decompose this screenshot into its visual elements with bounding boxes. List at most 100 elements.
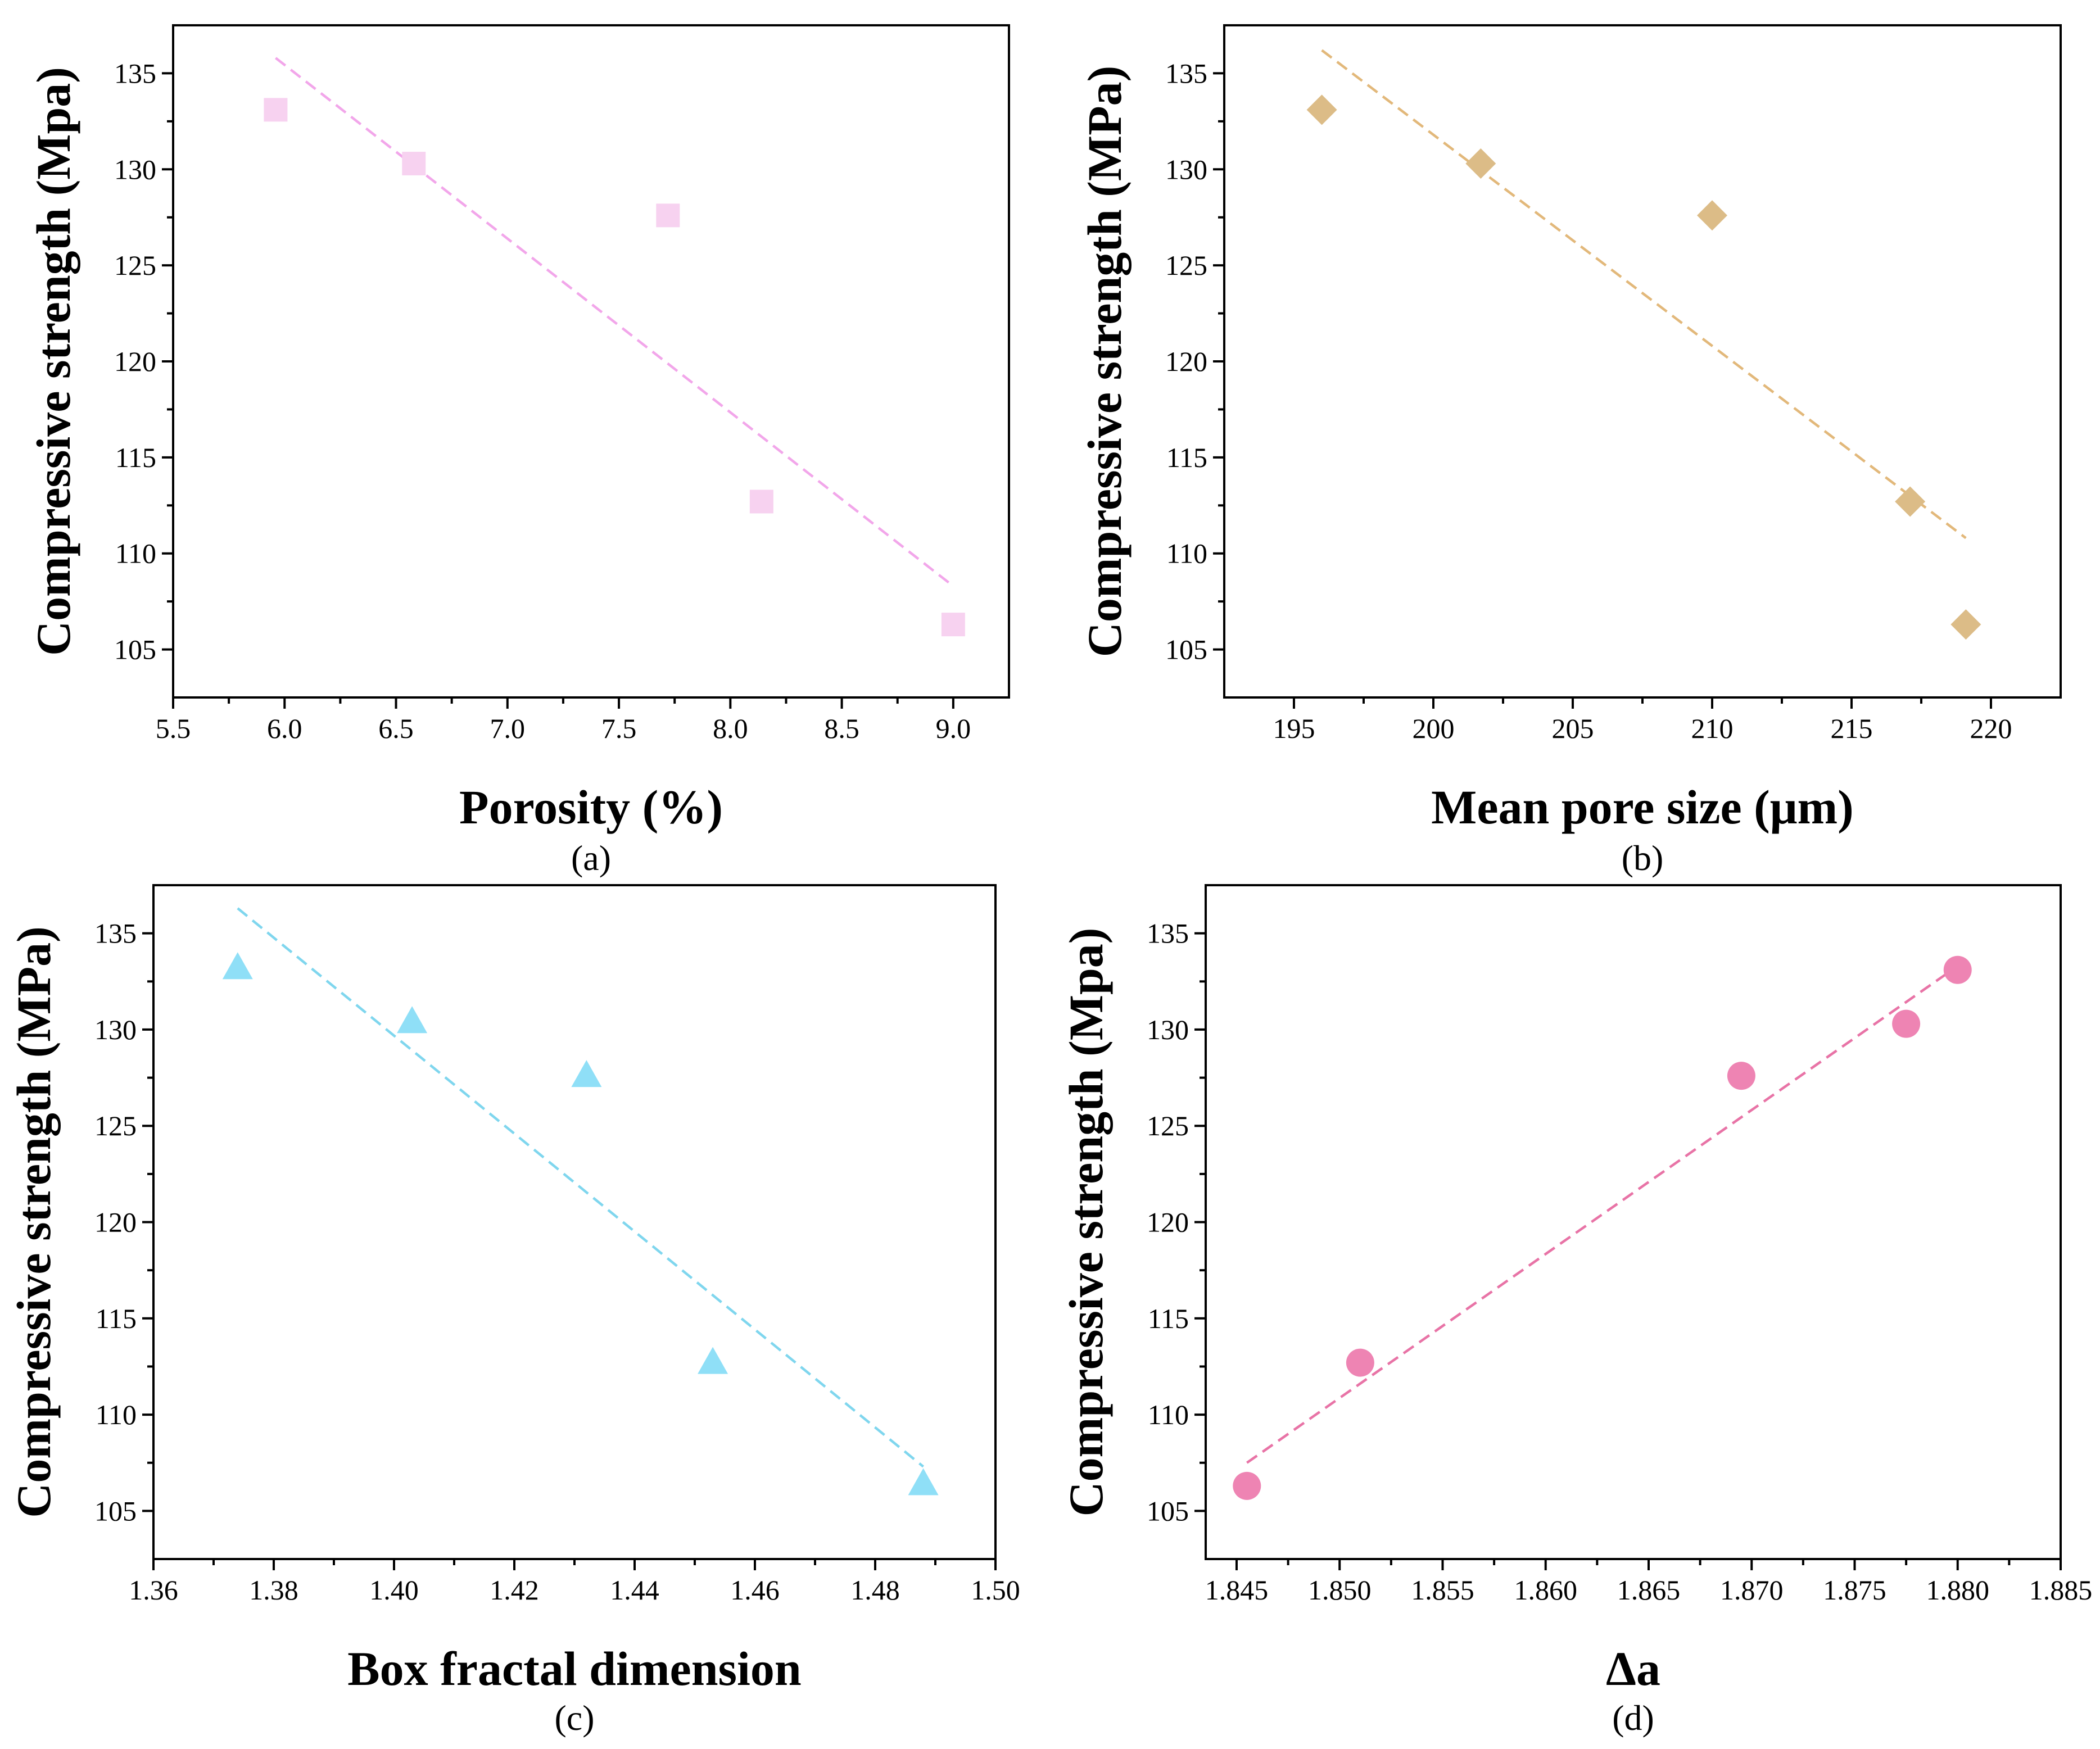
data-point <box>397 1006 428 1034</box>
x-tick-label: 215 <box>1831 713 1873 744</box>
panel-label: (b) <box>1622 838 1664 878</box>
x-tick-label: 1.880 <box>1926 1574 1989 1606</box>
fit-line <box>1321 49 1967 540</box>
y-axis-title: Compressive strength (Mpa) <box>26 67 80 656</box>
x-tick-label: 6.5 <box>378 713 414 744</box>
y-tick-label: 130 <box>94 1014 137 1045</box>
x-tick-label: 6.0 <box>267 713 302 744</box>
data-point <box>571 1060 602 1088</box>
x-tick-label: 7.5 <box>601 713 637 744</box>
x-tick-label: 1.50 <box>971 1574 1020 1606</box>
y-tick-label: 135 <box>114 57 156 89</box>
x-tick-label: 1.48 <box>850 1574 900 1606</box>
x-tick-label: 1.44 <box>610 1574 659 1606</box>
x-axis-title: Box fractal dimension <box>347 1642 801 1696</box>
y-axis-title: Compressive strength (MPa) <box>7 926 61 1518</box>
y-axis-title: Compressive strength (Mpa) <box>1059 928 1113 1517</box>
data-point <box>1465 148 1496 179</box>
y-tick-label: 135 <box>1165 57 1207 89</box>
fit-line <box>237 907 925 1468</box>
fit-line <box>275 57 954 587</box>
plot-frame <box>152 884 997 1560</box>
y-tick-label: 105 <box>94 1495 137 1526</box>
y-tick-label: 110 <box>115 538 156 569</box>
y-tick-label: 110 <box>96 1399 137 1430</box>
x-tick-label: 1.46 <box>730 1574 780 1606</box>
x-tick-label: 205 <box>1552 713 1594 744</box>
x-tick-label: 5.5 <box>156 713 191 744</box>
y-axis-title: Compressive strength (MPa) <box>1078 66 1132 658</box>
data-point <box>1697 200 1727 231</box>
x-tick-label: 220 <box>1970 713 2012 744</box>
x-axis-title: Δa <box>1606 1642 1660 1696</box>
y-tick-label: 125 <box>1165 250 1207 281</box>
data-point <box>1892 1009 1921 1038</box>
x-axis-title: Porosity (%) <box>459 780 723 834</box>
chart-panel-3: 1.36 1.38 1.40 1.42 1.44 1.46 1.48 1.50 105 110 11… <box>7 884 1020 1738</box>
y-tick-label: 125 <box>114 250 156 281</box>
data-point <box>941 613 965 637</box>
y-tick-label: 120 <box>94 1207 137 1238</box>
data-point <box>1727 1062 1755 1090</box>
data-point <box>1943 955 1972 984</box>
x-tick-label: 1.40 <box>369 1574 419 1606</box>
x-tick-label: 1.875 <box>1823 1574 1886 1606</box>
y-tick-label: 115 <box>115 442 156 473</box>
x-tick-label: 1.855 <box>1411 1574 1474 1606</box>
x-tick-label: 200 <box>1413 713 1455 744</box>
x-tick-label: 8.0 <box>713 713 748 744</box>
y-tick-label: 120 <box>1147 1207 1189 1238</box>
y-tick-label: 130 <box>1165 153 1207 185</box>
data-point <box>1306 94 1337 125</box>
data-point <box>908 1468 939 1496</box>
x-tick-label: 8.5 <box>824 713 859 744</box>
y-tick-label: 115 <box>96 1303 137 1334</box>
panel-label: (c) <box>554 1698 594 1738</box>
plot-frame <box>1223 24 2062 699</box>
x-tick-label: 1.36 <box>129 1574 178 1606</box>
plot-frame <box>172 24 1010 699</box>
data-point <box>1950 609 1981 640</box>
y-tick-label: 120 <box>114 346 156 377</box>
plot-frame <box>1205 884 2062 1560</box>
data-point <box>656 203 680 228</box>
y-tick-label: 110 <box>1148 1399 1189 1430</box>
y-tick-label: 135 <box>94 918 137 949</box>
data-point <box>1895 486 1926 517</box>
data-point <box>698 1347 728 1374</box>
y-tick-label: 120 <box>1165 346 1207 377</box>
x-tick-label: 1.870 <box>1720 1574 1784 1606</box>
y-tick-label: 125 <box>1147 1110 1189 1141</box>
x-tick-label: 9.0 <box>936 713 971 744</box>
x-tick-label: 1.38 <box>249 1574 298 1606</box>
y-tick-label: 115 <box>1148 1303 1189 1334</box>
chart-panel-1: 5.5 6.0 6.5 7.0 7.5 8.0 8.5 9.0 105 110 115 120 125 1… <box>26 24 1010 878</box>
data-point <box>1346 1348 1374 1377</box>
y-tick-label: 105 <box>114 634 156 665</box>
x-tick-label: 210 <box>1691 713 1734 744</box>
x-tick-label: 1.845 <box>1205 1574 1269 1606</box>
x-tick-label: 1.865 <box>1617 1574 1681 1606</box>
x-tick-label: 7.0 <box>490 713 526 744</box>
data-point <box>402 152 426 176</box>
x-tick-label: 1.860 <box>1514 1574 1577 1606</box>
chart-panel-4: 1.845 1.850 1.855 1.860 1.865 1.870 1.875 1.880… <box>1059 884 2093 1738</box>
y-tick-label: 135 <box>1147 918 1189 949</box>
x-tick-label: 1.850 <box>1308 1574 1372 1606</box>
panel-label: (d) <box>1612 1698 1654 1738</box>
data-point <box>1233 1471 1261 1500</box>
fit-line <box>1246 965 1959 1464</box>
x-tick-label: 1.42 <box>490 1574 539 1606</box>
chart-panel-2: 195 200 205 210 215 220 105 110 115 120 125 130 135 M… <box>1078 24 2062 878</box>
y-tick-label: 105 <box>1147 1495 1189 1526</box>
y-tick-label: 115 <box>1166 442 1207 473</box>
x-tick-label: 1.885 <box>2029 1574 2093 1606</box>
y-tick-label: 125 <box>94 1110 137 1141</box>
x-axis-title: Mean pore size (μm) <box>1431 780 1854 834</box>
y-tick-label: 130 <box>1147 1014 1189 1045</box>
data-point <box>222 952 253 980</box>
x-tick-label: 195 <box>1273 713 1315 744</box>
data-point <box>749 490 773 514</box>
y-tick-label: 110 <box>1166 538 1207 569</box>
